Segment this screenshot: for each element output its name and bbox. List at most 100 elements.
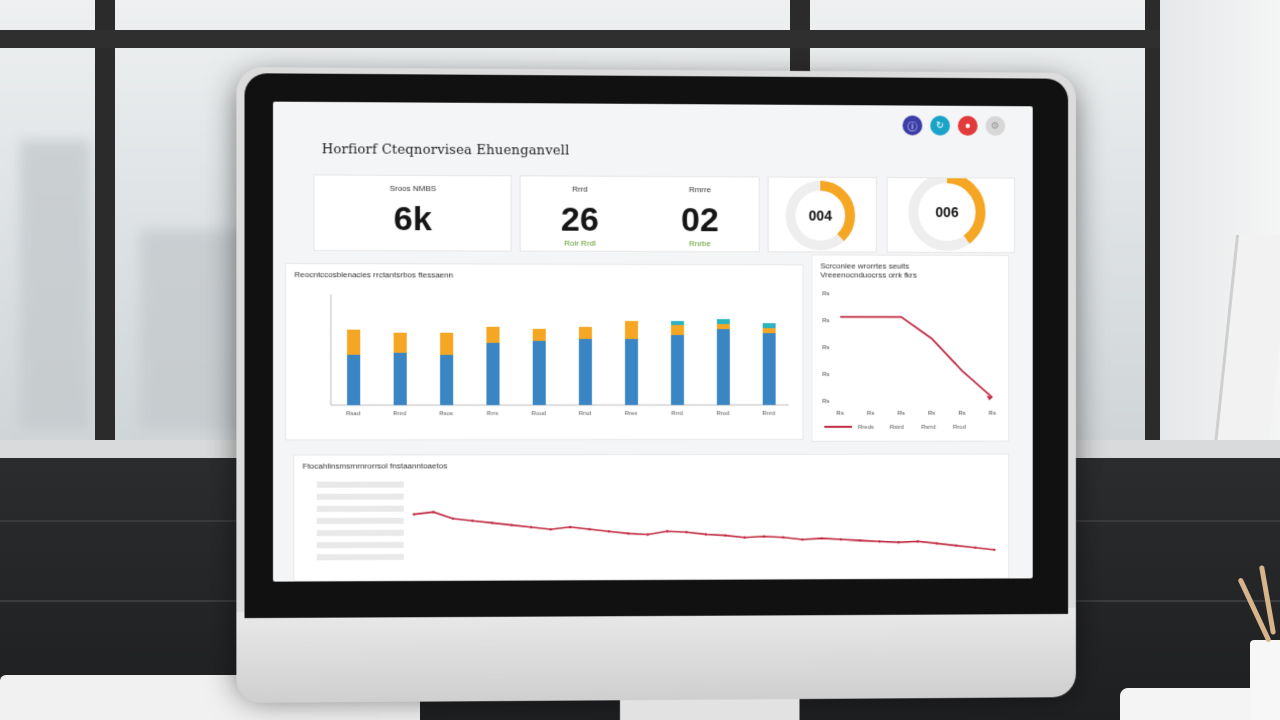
x-tick-label: Rs bbox=[898, 411, 905, 417]
legend-entry: Rreds bbox=[858, 425, 874, 431]
trend-point bbox=[993, 548, 996, 551]
legend-entry: Rsrrd bbox=[921, 425, 935, 431]
x-tick-label: Roud bbox=[532, 411, 546, 417]
gauge-card[interactable]: 006 bbox=[886, 177, 1016, 254]
bar bbox=[578, 338, 592, 406]
kpi-card[interactable]: Rrrd 26 Roir Rrdl Rmrre 02 Rnrbe bbox=[519, 175, 760, 253]
gauge-value: 004 bbox=[809, 208, 832, 224]
bar bbox=[716, 329, 730, 405]
x-tick-label: Rnrd bbox=[393, 411, 406, 417]
trend-point bbox=[859, 539, 862, 542]
window-frame bbox=[1145, 0, 1161, 455]
window-frame bbox=[0, 30, 1280, 48]
bar bbox=[486, 326, 500, 343]
trend-point bbox=[568, 525, 572, 529]
trend-point bbox=[916, 540, 919, 543]
bar bbox=[624, 320, 638, 339]
bar bbox=[393, 332, 407, 353]
x-tick-label: Rs bbox=[928, 411, 935, 417]
y-tick-label: Rs bbox=[822, 345, 829, 351]
bar bbox=[762, 328, 776, 334]
trend-point bbox=[685, 531, 689, 534]
x-tick-label: Rrod bbox=[716, 411, 729, 417]
trend-point bbox=[801, 538, 804, 541]
series-line bbox=[840, 317, 992, 398]
bar bbox=[624, 338, 638, 405]
bar bbox=[762, 323, 776, 329]
x-tick-label: Rrsd bbox=[579, 411, 592, 417]
gauge: 004 bbox=[769, 177, 878, 253]
info-icon[interactable]: ⓘ bbox=[902, 115, 923, 136]
gauge-value: 006 bbox=[935, 204, 958, 220]
trend-point bbox=[839, 538, 843, 541]
trend-point bbox=[724, 534, 727, 537]
bar bbox=[532, 328, 546, 341]
bar bbox=[393, 352, 407, 406]
trend-point bbox=[954, 544, 958, 547]
bar bbox=[532, 340, 546, 406]
trend-point bbox=[529, 525, 533, 529]
trend-point bbox=[607, 529, 610, 532]
trend-chart-panel: Ftocahlinsmsrnrnrorrsol fnstaanntoaetos bbox=[293, 453, 1010, 582]
trend-point bbox=[897, 541, 900, 544]
x-tick-label: Rsos bbox=[439, 411, 453, 417]
bar-chart: Rsad Rnrd Rsos Rrrs Roud Rrsd Rres Rrrd Rrod Rnrd bbox=[286, 264, 804, 417]
x-tick-label: Rnrd bbox=[762, 411, 775, 417]
line-chart-panel: Scrconiee wrorrtes seuits Vreeenocnduocr… bbox=[811, 254, 1010, 442]
trend-point bbox=[490, 521, 494, 525]
x-tick-label: Rs bbox=[837, 411, 844, 417]
dashboard-title: Horfiorf Cteqnorvisea Ehuenganvell bbox=[321, 142, 570, 159]
bar bbox=[578, 326, 592, 339]
trend-point bbox=[743, 536, 746, 539]
bar bbox=[347, 329, 361, 355]
bar bbox=[671, 335, 685, 406]
y-tick-label: Rs bbox=[822, 399, 829, 405]
x-tick-label: Rs bbox=[958, 411, 965, 417]
header-icons: ⓘ ↻ ● ⚙ bbox=[902, 115, 1006, 136]
trend-point bbox=[762, 535, 766, 538]
x-tick-label: Rs bbox=[867, 411, 874, 417]
mug bbox=[1120, 688, 1260, 720]
trend-point bbox=[878, 540, 881, 543]
y-tick-label: Rs bbox=[822, 372, 829, 378]
x-tick-label: Rs bbox=[989, 411, 996, 417]
bar bbox=[762, 333, 776, 405]
window-frame bbox=[95, 0, 115, 455]
pencil-holder bbox=[1250, 640, 1280, 720]
x-tick-label: Rrrd bbox=[671, 411, 683, 417]
gauge-card[interactable]: 004 bbox=[767, 176, 878, 253]
alert-icon[interactable]: ● bbox=[957, 115, 978, 136]
trend-point bbox=[626, 531, 630, 535]
bar-chart-panel: Reocntccosblenacies rrctantsrbos ftessae… bbox=[285, 263, 804, 441]
trend-point bbox=[646, 533, 649, 536]
bar bbox=[671, 321, 685, 326]
trend-point bbox=[974, 546, 977, 549]
trend-point bbox=[705, 533, 708, 537]
bar bbox=[486, 342, 500, 406]
settings-icon[interactable]: ⚙ bbox=[985, 115, 1006, 136]
x-tick-label: Rsad bbox=[346, 411, 360, 417]
gauge: 006 bbox=[888, 178, 1016, 254]
background-building bbox=[20, 140, 90, 430]
legend-entry: Rrod bbox=[953, 425, 966, 431]
bar bbox=[716, 319, 730, 325]
trend-point bbox=[549, 528, 552, 531]
trend-line bbox=[414, 510, 995, 551]
trend-chart bbox=[294, 454, 1010, 581]
monitor-chin bbox=[236, 607, 1076, 703]
bar bbox=[347, 354, 361, 406]
legend-entry: Rstrd bbox=[890, 425, 904, 431]
trend-point bbox=[451, 517, 455, 520]
refresh-icon[interactable]: ↻ bbox=[930, 115, 950, 136]
x-tick-label: Rres bbox=[625, 411, 638, 417]
x-tick-label: Rrrs bbox=[487, 411, 498, 417]
trend-point bbox=[781, 536, 785, 539]
trend-point bbox=[432, 510, 435, 514]
y-tick-label: Rs bbox=[822, 318, 829, 324]
bar bbox=[440, 332, 454, 355]
trend-point bbox=[820, 537, 823, 540]
bar bbox=[440, 354, 454, 406]
trend-point bbox=[471, 519, 474, 522]
trend-point bbox=[587, 527, 590, 530]
bar bbox=[716, 324, 730, 330]
